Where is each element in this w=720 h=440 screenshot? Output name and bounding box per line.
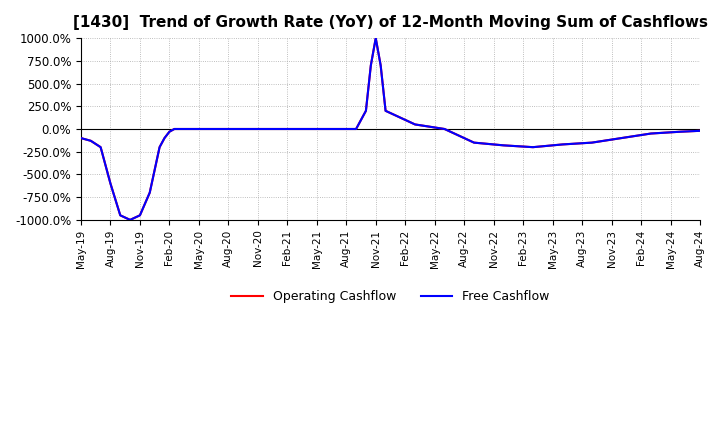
Free Cashflow xyxy=(382,108,390,114)
Free Cashflow xyxy=(558,142,567,147)
Free Cashflow xyxy=(175,126,184,132)
Free Cashflow xyxy=(96,144,105,150)
Line: Free Cashflow: Free Cashflow xyxy=(81,38,700,220)
Operating Cashflow xyxy=(617,136,626,141)
Operating Cashflow xyxy=(165,129,174,134)
Free Cashflow xyxy=(588,140,596,145)
Title: [1430]  Trend of Growth Rate (YoY) of 12-Month Moving Sum of Cashflows: [1430] Trend of Growth Rate (YoY) of 12-… xyxy=(73,15,708,30)
Free Cashflow xyxy=(499,143,508,148)
Operating Cashflow xyxy=(86,138,95,143)
Free Cashflow xyxy=(323,126,331,132)
Free Cashflow xyxy=(366,63,375,68)
Free Cashflow xyxy=(116,213,125,218)
Free Cashflow xyxy=(361,108,370,114)
Operating Cashflow xyxy=(372,36,380,41)
Operating Cashflow xyxy=(264,126,272,132)
Operating Cashflow xyxy=(116,213,125,218)
Free Cashflow xyxy=(617,136,626,141)
Operating Cashflow xyxy=(323,126,331,132)
Free Cashflow xyxy=(106,181,114,186)
Operating Cashflow xyxy=(647,131,655,136)
Free Cashflow xyxy=(410,122,419,127)
Free Cashflow xyxy=(528,144,537,150)
Operating Cashflow xyxy=(145,190,154,195)
Line: Operating Cashflow: Operating Cashflow xyxy=(81,38,700,220)
Free Cashflow xyxy=(372,36,380,41)
Operating Cashflow xyxy=(352,126,361,132)
Free Cashflow xyxy=(160,136,168,141)
Operating Cashflow xyxy=(170,126,179,132)
Operating Cashflow xyxy=(382,108,390,114)
Operating Cashflow xyxy=(106,181,114,186)
Operating Cashflow xyxy=(469,140,478,145)
Free Cashflow xyxy=(293,126,302,132)
Operating Cashflow xyxy=(377,63,385,68)
Operating Cashflow xyxy=(76,136,85,141)
Operating Cashflow xyxy=(96,144,105,150)
Operating Cashflow xyxy=(126,217,135,223)
Operating Cashflow xyxy=(204,126,213,132)
Operating Cashflow xyxy=(558,142,567,147)
Free Cashflow xyxy=(647,131,655,136)
Operating Cashflow xyxy=(293,126,302,132)
Free Cashflow xyxy=(377,63,385,68)
Free Cashflow xyxy=(440,126,449,132)
Free Cashflow xyxy=(126,217,135,223)
Free Cashflow xyxy=(352,126,361,132)
Free Cashflow xyxy=(264,126,272,132)
Operating Cashflow xyxy=(160,136,168,141)
Operating Cashflow xyxy=(528,144,537,150)
Free Cashflow xyxy=(469,140,478,145)
Free Cashflow xyxy=(145,190,154,195)
Free Cashflow xyxy=(696,128,704,133)
Operating Cashflow xyxy=(366,63,375,68)
Free Cashflow xyxy=(234,126,243,132)
Free Cashflow xyxy=(86,138,95,143)
Legend: Operating Cashflow, Free Cashflow: Operating Cashflow, Free Cashflow xyxy=(226,285,554,308)
Free Cashflow xyxy=(135,213,144,218)
Operating Cashflow xyxy=(588,140,596,145)
Operating Cashflow xyxy=(234,126,243,132)
Free Cashflow xyxy=(165,129,174,134)
Operating Cashflow xyxy=(135,213,144,218)
Free Cashflow xyxy=(676,129,685,134)
Operating Cashflow xyxy=(156,144,164,150)
Free Cashflow xyxy=(204,126,213,132)
Free Cashflow xyxy=(156,144,164,150)
Free Cashflow xyxy=(76,136,85,141)
Operating Cashflow xyxy=(361,108,370,114)
Free Cashflow xyxy=(170,126,179,132)
Operating Cashflow xyxy=(175,126,184,132)
Operating Cashflow xyxy=(676,129,685,134)
Operating Cashflow xyxy=(696,128,704,133)
Operating Cashflow xyxy=(440,126,449,132)
Operating Cashflow xyxy=(410,122,419,127)
Operating Cashflow xyxy=(499,143,508,148)
